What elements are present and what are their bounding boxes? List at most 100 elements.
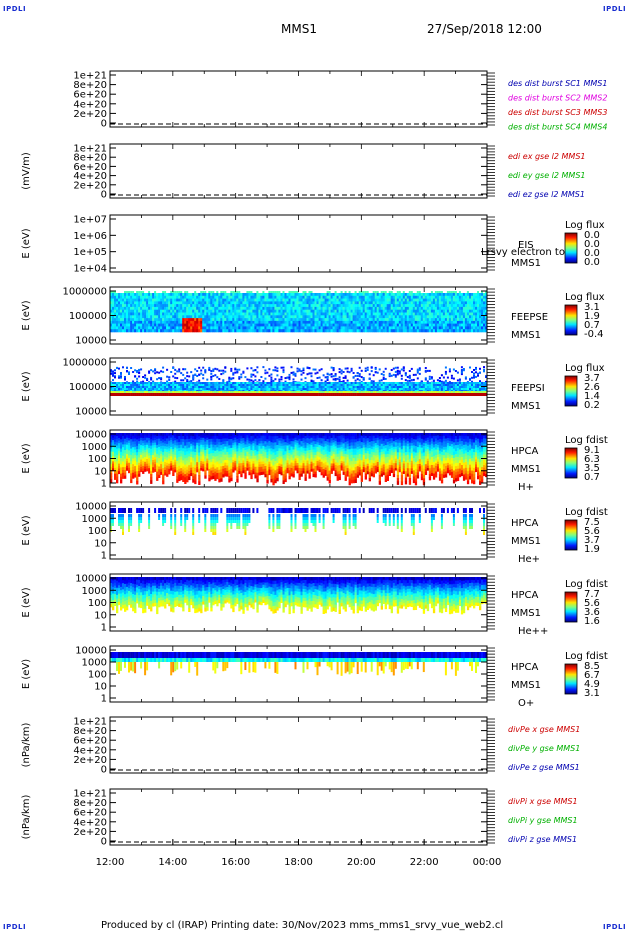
y-tick-label: 10000 xyxy=(75,646,107,657)
panel-2-frame xyxy=(109,143,488,199)
colorbar-tick-label: 7.5 xyxy=(584,517,600,528)
legend-entry: divPi y gse MMS1 xyxy=(508,816,578,825)
colorbar-title: Log fdist xyxy=(565,507,608,518)
colorbar xyxy=(564,232,578,264)
colorbar xyxy=(564,304,578,336)
x-tick-label: 00:00 xyxy=(473,857,502,868)
legend-entry: divPi x gse MMS1 xyxy=(508,797,578,806)
y-axis-label: E (eV) xyxy=(21,371,32,401)
y-axis-label: E (eV) xyxy=(21,300,32,330)
overlay-label: Lrsvy electron to xyxy=(481,247,565,258)
colorbar-title: Log flux xyxy=(565,292,605,303)
legend-entry: edi ex gse l2 MMS1 xyxy=(508,152,586,161)
y-tick-label: 6e+20 xyxy=(73,90,107,101)
colorbar-tick-label: 9.1 xyxy=(584,445,600,456)
y-tick-label: 10000 xyxy=(75,407,107,418)
panel-11-frame xyxy=(109,788,488,846)
colorbar-tick-label: 6.3 xyxy=(584,454,600,465)
y-axis-label: (nPa/km) xyxy=(21,723,32,768)
panel-5: 1000000 100000 10000 E (eV) FEEPSI MMS1 Log fl… xyxy=(21,357,605,418)
y-tick-label: 10 xyxy=(94,682,107,693)
y-tick-label: 1e+21 xyxy=(73,71,107,82)
y-tick-label: 8e+20 xyxy=(73,726,107,737)
panel-8-spectrogram xyxy=(110,577,488,615)
instrument-label: MMS1 xyxy=(511,330,541,341)
y-tick-label: 1 xyxy=(101,694,107,705)
panel-10-frame xyxy=(109,716,488,774)
colorbar-tick-label: 8.5 xyxy=(584,661,600,672)
y-tick-label: 4e+20 xyxy=(73,745,107,756)
instrument-label: MMS1 xyxy=(511,536,541,547)
y-tick-label: 8e+20 xyxy=(73,80,107,91)
legend-entry: des dist burst SC4 MMS4 xyxy=(508,123,607,132)
y-tick-label: 2e+20 xyxy=(73,827,107,838)
y-tick-label: 6e+20 xyxy=(73,736,107,747)
y-tick-label: 10 xyxy=(94,466,107,477)
colorbar-tick-label: 3.7 xyxy=(584,373,600,384)
x-tick-label: 20:00 xyxy=(347,857,376,868)
y-tick-label: 1 xyxy=(101,623,107,634)
colorbar-title: Log fdist xyxy=(565,435,608,446)
y-tick-label: 4e+20 xyxy=(73,171,107,182)
y-tick-label: 1e+07 xyxy=(73,215,107,226)
colorbar-tick-label: 0.0 xyxy=(584,239,600,250)
colorbar-tick-label: 0.7 xyxy=(584,472,600,483)
colorbar-tick-label: -0.4 xyxy=(584,329,604,340)
y-tick-label: 6e+20 xyxy=(73,808,107,819)
y-tick-label: 100 xyxy=(88,454,107,465)
y-tick-label: 1e+21 xyxy=(73,717,107,728)
instrument-label: FEEPSI xyxy=(511,383,545,394)
legend-entry: divPe y gse MMS1 xyxy=(508,744,580,753)
y-tick-label: 6e+20 xyxy=(73,162,107,173)
y-tick-label: 100 xyxy=(88,526,107,537)
panel-1-frame xyxy=(109,70,488,128)
legend-entry: divPe x gse MMS1 xyxy=(508,725,580,734)
y-tick-label: 10 xyxy=(94,538,107,549)
y-tick-label: 0 xyxy=(101,190,107,201)
instrument-label: He+ xyxy=(518,554,540,565)
y-tick-label: 4e+20 xyxy=(73,99,107,110)
instrument-label: O+ xyxy=(518,698,534,709)
colorbar-tick-label: 5.6 xyxy=(584,526,600,537)
colorbar-tick-label: 3.7 xyxy=(584,535,600,546)
corner-label-bottom-left: IPDLI xyxy=(3,923,27,931)
corner-label-top-right: IPDLI xyxy=(603,5,627,13)
legend-entry: des dist burst SC3 MMS3 xyxy=(508,108,607,117)
y-tick-label: 0 xyxy=(101,119,107,130)
y-tick-label: 1000 xyxy=(82,586,107,597)
colorbar-title: Log flux xyxy=(565,220,605,231)
colorbar xyxy=(564,519,578,551)
panel-7-spectrogram xyxy=(110,508,485,535)
colorbar xyxy=(564,447,578,479)
legend-entry: edi ez gse l2 MMS1 xyxy=(508,190,585,199)
instrument-label: MMS1 xyxy=(511,258,541,269)
x-tick-label: 18:00 xyxy=(284,857,313,868)
colorbar-tick-label: 1.9 xyxy=(584,311,600,322)
instrument-label: EIS xyxy=(518,240,534,251)
y-tick-label: 8e+20 xyxy=(73,153,107,164)
y-axis-label: (mV/m) xyxy=(21,152,32,190)
instrument-label: FEEPSE xyxy=(511,312,548,323)
x-tick-label: 14:00 xyxy=(158,857,187,868)
colorbar-tick-label: 0.0 xyxy=(584,230,600,241)
colorbar-tick-label: 2.6 xyxy=(584,382,600,393)
y-tick-label: 1000000 xyxy=(62,358,107,369)
instrument-label: HPCA xyxy=(511,662,539,673)
y-axis-label: E (eV) xyxy=(21,228,32,258)
colorbar-tick-label: 1.4 xyxy=(584,391,600,402)
y-tick-label: 100000 xyxy=(69,382,107,393)
instrument-label: MMS1 xyxy=(511,680,541,691)
instrument-label: MMS1 xyxy=(511,401,541,412)
header-datetime: 27/Sep/2018 12:00 xyxy=(427,22,542,36)
colorbar xyxy=(564,375,578,407)
instrument-label: HPCA xyxy=(511,590,539,601)
colorbar xyxy=(564,663,578,695)
